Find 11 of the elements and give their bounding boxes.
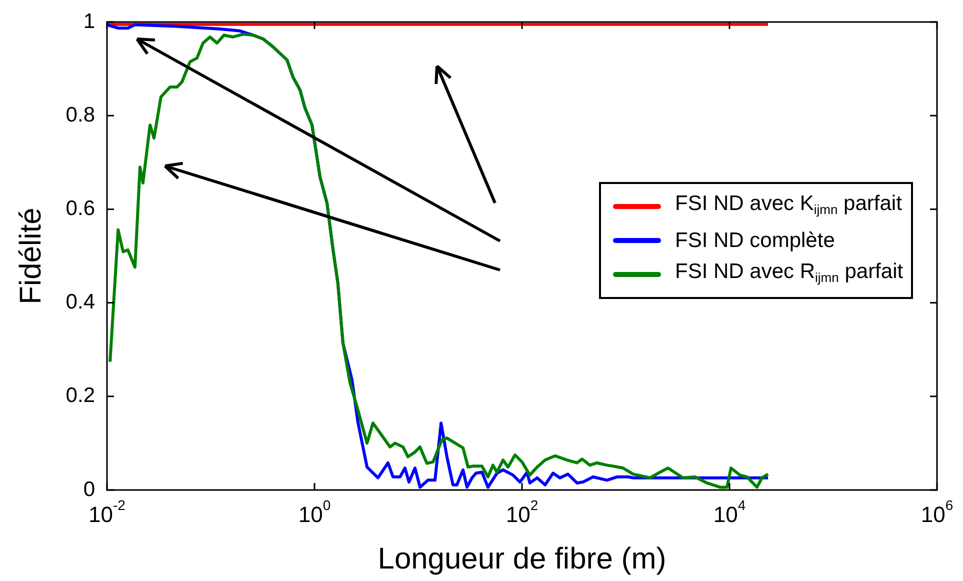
y-tick-label: 0.4 bbox=[66, 290, 96, 314]
y-axis-title: Fidélité bbox=[14, 208, 48, 304]
x-axis-title: Longueur de fibre (m) bbox=[378, 542, 666, 576]
legend-label: FSI ND complète bbox=[675, 228, 835, 254]
legend-label: FSI ND avec K$_{ijmn}$ parfait bbox=[675, 190, 902, 219]
y-tick-label: 0 bbox=[83, 478, 96, 501]
legend-label: FSI ND avec R$_{ijmn}$ parfait bbox=[675, 258, 904, 287]
y-tick-label: 0.6 bbox=[66, 196, 96, 220]
y-tick-label: 0.8 bbox=[66, 103, 96, 126]
y-tick-label: 1 bbox=[83, 10, 96, 33]
y-tick-label: 0.2 bbox=[66, 384, 96, 408]
